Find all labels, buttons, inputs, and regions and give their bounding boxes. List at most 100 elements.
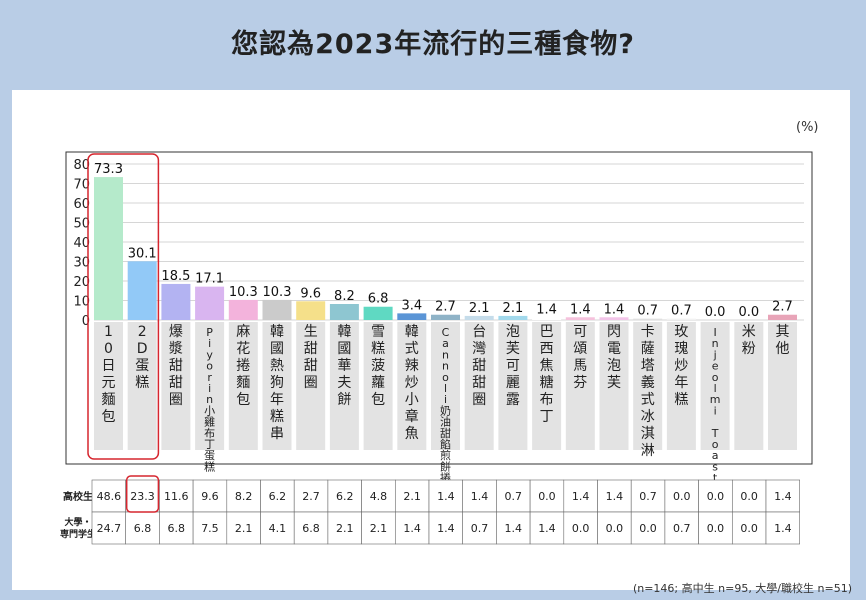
table-cell-value: 1.4: [437, 490, 455, 503]
table-cell-value: 4.8: [370, 490, 388, 503]
data-label: 73.3: [94, 162, 123, 177]
table-cell-value: 1.4: [437, 522, 455, 535]
table-cell: [529, 511, 565, 545]
table-cell-value: 0.0: [639, 522, 657, 535]
category-background: [498, 322, 528, 450]
table-cell: [192, 479, 228, 513]
table-cell: [327, 511, 362, 545]
table-cell-value: 6.8: [168, 522, 186, 535]
table-cell-value: 6.2: [269, 490, 287, 503]
category-label: 韓國熱狗年糕串: [270, 324, 284, 442]
bar: [161, 283, 191, 320]
data-label: 0.0: [738, 305, 759, 320]
bar: [329, 304, 359, 320]
category-label: 1 0 日元麵包: [102, 324, 116, 425]
chart-panel: (%) 0 10 20 30 40 50 60 70 80 73.3 1 0 日元麵包 30.1 2 D 蛋糕 1…: [12, 90, 850, 590]
table-cell-value: 48.6: [97, 490, 122, 503]
table-cell: [91, 511, 127, 545]
table-cell-value: 1.4: [774, 522, 792, 535]
chart-frame: [65, 151, 813, 465]
table-cell-value: 0.0: [707, 522, 725, 535]
sample-size-note: (n=146; 高中生 n=95, 大學/職校生 n=51): [632, 582, 852, 595]
y-tick-label: 30: [73, 256, 90, 271]
bar: [228, 299, 258, 320]
y-tick-label: 50: [73, 217, 90, 232]
category-background: [296, 322, 326, 450]
data-label: 1.4: [604, 302, 625, 317]
table-cell-value: 24.7: [97, 522, 122, 535]
category-background: [161, 322, 191, 450]
table-cell-value: 11.6: [164, 490, 189, 503]
category-label: 雪糕菠蘿包: [371, 324, 385, 408]
y-tick-label: 0: [82, 314, 90, 329]
data-label: 10.3: [229, 285, 258, 300]
y-tick-label: 40: [73, 236, 90, 251]
category-label: 韓國華夫餅: [337, 324, 351, 408]
data-label: 2.7: [772, 300, 793, 315]
bar: [565, 317, 595, 320]
table-cell: [496, 479, 531, 513]
table-row-label: 専門学生: [60, 528, 96, 540]
table-cell-value: 1.4: [572, 490, 590, 503]
table-cell-value: 0.0: [740, 490, 758, 503]
table-cell: [765, 479, 801, 513]
table-cell: [496, 511, 531, 545]
table-cell: [630, 511, 666, 545]
data-label: 2.1: [503, 301, 524, 316]
table-cell-value: 0.7: [471, 522, 489, 535]
category-label: 玫瑰炒年糕: [674, 324, 688, 408]
data-label: 30.1: [128, 246, 157, 261]
y-tick-label: 20: [73, 275, 90, 290]
data-label: 10.3: [263, 285, 292, 300]
table-cell: [563, 511, 598, 545]
data-label: 0.0: [705, 305, 726, 320]
table-cell: [698, 511, 733, 545]
data-label: 1.4: [570, 302, 591, 317]
y-tick-label: 10: [73, 295, 90, 310]
category-background: [262, 322, 292, 450]
table-cell-value: 0.0: [707, 490, 725, 503]
table-cell-value: 0.7: [639, 490, 657, 503]
table-cell-value: 6.8: [134, 522, 152, 535]
data-label: 6.8: [368, 292, 389, 307]
data-label: 2.7: [435, 300, 456, 315]
bar: [599, 317, 629, 320]
category-label: 巴西焦糖布丁: [540, 324, 554, 425]
table-cell-value: 0.0: [673, 490, 691, 503]
bar: [464, 315, 494, 320]
highlight-box: [87, 153, 160, 460]
table-cell-value: 1.4: [471, 490, 489, 503]
data-label: 8.2: [334, 289, 355, 304]
table-cell: [462, 511, 497, 545]
category-background: [700, 322, 730, 450]
table-cell: [394, 511, 430, 545]
table-cell-value: 23.3: [130, 490, 155, 503]
table-cell: [159, 479, 194, 513]
bar: [532, 317, 562, 320]
bar: [768, 314, 797, 320]
table-cell-value: 0.0: [572, 522, 590, 535]
bar: [498, 315, 528, 320]
bar: [195, 286, 225, 320]
table-cell-value: 2.1: [403, 490, 421, 503]
category-label: 卡薩塔義式冰淇淋: [641, 324, 655, 459]
table-cell: [563, 479, 598, 513]
category-label: 泡芙可麗露: [506, 324, 520, 408]
bar: [127, 261, 157, 320]
table-cell-value: 1.4: [774, 490, 792, 503]
category-background: [565, 322, 595, 450]
table-cell: [293, 511, 329, 545]
category-label: 生甜甜圈: [304, 324, 318, 391]
table-cell: [664, 511, 699, 545]
table-cell: [630, 479, 666, 513]
table-cell-value: 1.4: [606, 490, 624, 503]
table-cell-value: 0.0: [740, 522, 758, 535]
bar: [666, 318, 696, 320]
table-cell: [731, 511, 767, 545]
category-background: [195, 322, 225, 450]
data-label: 18.5: [161, 269, 190, 284]
data-label: 2.1: [469, 301, 490, 316]
category-label: 米粉: [742, 324, 756, 357]
table-cell: [361, 479, 396, 513]
y-tick-label: 70: [73, 178, 90, 193]
